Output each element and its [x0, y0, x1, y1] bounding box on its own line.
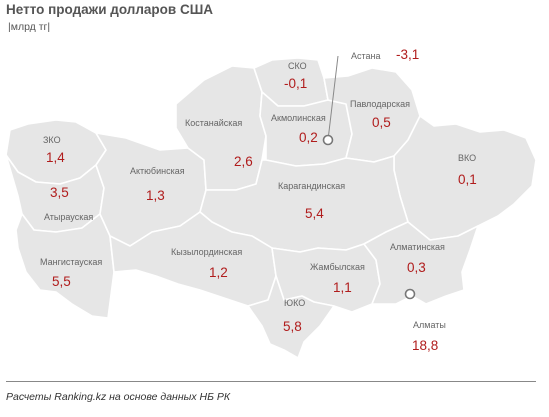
label-vko: ВКО — [458, 153, 476, 163]
map-title: Нетто продажи долларов США — [6, 2, 214, 17]
label-zhambyl: Жамбылская — [310, 262, 365, 272]
label-akmola: Акмолинская — [271, 113, 326, 123]
label-kostanay: Костанайская — [185, 118, 242, 128]
label-almaty-obl: Алматинская — [390, 242, 445, 252]
value-akmola: 0,2 — [299, 130, 318, 145]
label-kyzylorda: Кызылординская — [171, 247, 242, 257]
label-mangistau: Мангистауская — [40, 257, 102, 267]
label-karaganda: Карагандинская — [278, 181, 345, 191]
label-aktobe: Актюбинская — [130, 166, 185, 176]
value-vko: 0,1 — [458, 172, 477, 187]
kazakhstan-map: ЗКО 1,4 3,5 Атырауская Мангистауская 5,5… — [5, 47, 537, 359]
value-pavlodar: 0,5 — [372, 115, 391, 130]
value-mangistau: 5,5 — [52, 274, 71, 289]
label-atyrau: Атырауская — [44, 212, 93, 222]
region-uko — [247, 275, 335, 359]
astana-leader-line — [327, 55, 339, 141]
value-atyrau: 3,5 — [50, 185, 69, 200]
value-karaganda: 5,4 — [305, 206, 324, 221]
value-almaty-obl: 0,3 — [407, 260, 426, 275]
unit-label: |млрд тг| — [8, 21, 51, 33]
almaty-marker — [404, 288, 416, 300]
region-almaty-obl — [363, 221, 479, 305]
footer-divider — [6, 381, 536, 382]
value-sko: -0,1 — [284, 76, 307, 91]
region-mangistau — [15, 213, 115, 319]
label-zko: ЗКО — [43, 135, 61, 145]
value-uko: 5,8 — [283, 319, 302, 334]
label-almaty: Алматы — [413, 320, 446, 330]
value-almaty: 18,8 — [412, 338, 438, 353]
label-uko: ЮКО — [284, 298, 305, 308]
value-kostanay: 2,6 — [234, 154, 253, 169]
value-aktobe: 1,3 — [146, 188, 165, 203]
value-zhambyl: 1,1 — [333, 280, 352, 295]
astana-marker — [322, 134, 334, 146]
value-zko: 1,4 — [46, 150, 65, 165]
value-kyzylorda: 1,2 — [209, 265, 228, 280]
label-astana: Астана — [351, 51, 381, 61]
source-note: Расчеты Ranking.kz на основе данных НБ Р… — [6, 391, 231, 403]
label-sko: СКО — [288, 61, 307, 71]
label-pavlodar: Павлодарская — [350, 99, 410, 109]
value-astana: -3,1 — [396, 47, 419, 62]
